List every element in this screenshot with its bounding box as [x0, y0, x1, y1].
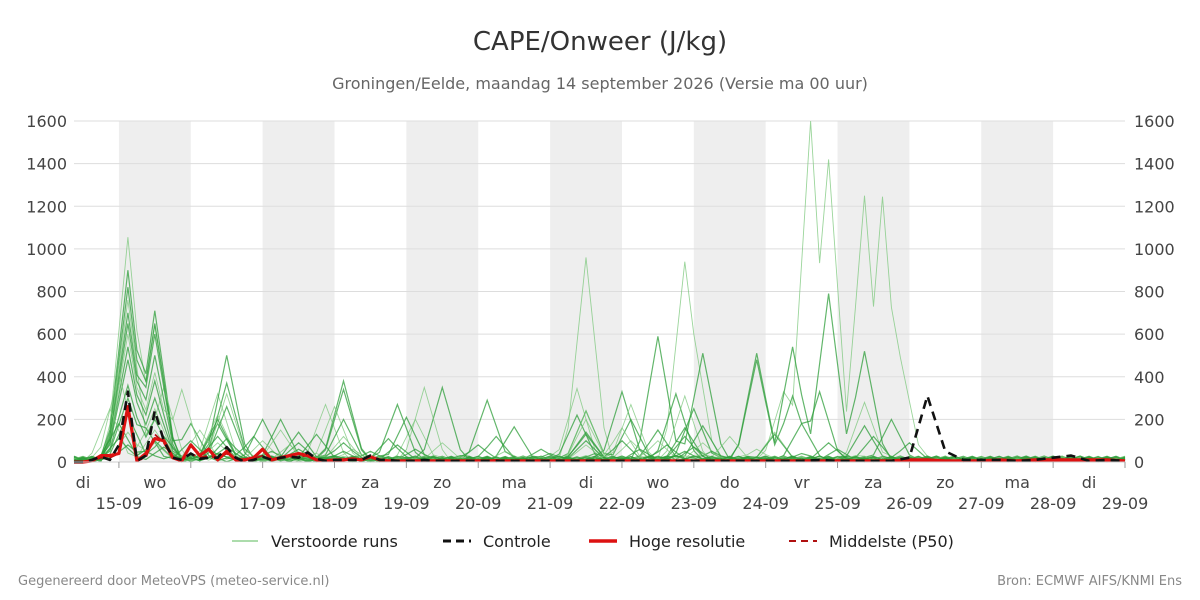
x-day-label: za — [864, 473, 882, 492]
y-tick-label-left: 800 — [36, 283, 67, 302]
footer-generated-by: Gegenereerd door MeteoVPS (meteo-service… — [18, 574, 329, 589]
x-day-label: wo — [646, 473, 669, 492]
legend-label-verstoorde-runs: Verstoorde runs — [271, 532, 398, 551]
y-tick-label-right: 1200 — [1134, 197, 1175, 216]
y-tick-label-left: 200 — [36, 410, 67, 429]
x-day-label: do — [217, 473, 237, 492]
y-tick-label-right: 1000 — [1134, 240, 1175, 259]
x-date-label: 28-09 — [1030, 494, 1077, 513]
y-tick-label-right: 1400 — [1134, 155, 1175, 174]
y-tick-label-left: 0 — [57, 453, 67, 472]
x-day-label: ma — [501, 473, 526, 492]
x-day-label: zo — [936, 473, 954, 492]
x-axis: di15-09wo16-09do17-09vr18-09za19-09zo20-… — [74, 461, 1149, 513]
x-day-label: di — [1082, 473, 1097, 492]
x-day-label: ma — [1005, 473, 1030, 492]
y-tick-label-right: 400 — [1134, 368, 1165, 387]
chart-title: CAPE/Onweer (J/kg) — [473, 27, 727, 57]
y-axis-left: 0 200 400 600 800 1000 1200 1400 1600 — [26, 112, 67, 472]
controle-line — [74, 390, 1126, 464]
x-day-label: di — [76, 473, 91, 492]
x-date-label: 20-09 — [455, 494, 502, 513]
legend: Verstoorde runs Controle Hoge resolutie … — [232, 532, 954, 551]
y-tick-label-left: 1400 — [26, 155, 67, 174]
x-date-label: 24-09 — [742, 494, 789, 513]
y-tick-label-left: 1000 — [26, 240, 67, 259]
y-tick-label-right: 800 — [1134, 283, 1165, 302]
y-tick-label-left: 600 — [36, 325, 67, 344]
x-date-label: 22-09 — [599, 494, 646, 513]
legend-label-hoge-resolutie: Hoge resolutie — [629, 532, 745, 551]
chart-subtitle: Groningen/Eelde, maandag 14 september 20… — [332, 74, 868, 93]
x-date-label: 15-09 — [96, 494, 143, 513]
x-date-label: 26-09 — [886, 494, 933, 513]
y-tick-label-right: 600 — [1134, 325, 1165, 344]
x-date-label: 19-09 — [383, 494, 430, 513]
x-date-label: 25-09 — [814, 494, 861, 513]
x-day-label: vr — [291, 473, 307, 492]
y-tick-label-right: 1600 — [1134, 112, 1175, 131]
y-tick-label-left: 1600 — [26, 112, 67, 131]
y-tick-label-left: 400 — [36, 368, 67, 387]
x-date-label: 21-09 — [527, 494, 574, 513]
main-series — [74, 390, 1126, 464]
x-day-label: vr — [794, 473, 810, 492]
legend-label-middelste-p50: Middelste (P50) — [829, 532, 954, 551]
x-date-label: 17-09 — [239, 494, 286, 513]
y-tick-label-right: 200 — [1134, 410, 1165, 429]
x-date-label: 23-09 — [671, 494, 718, 513]
x-day-label: do — [720, 473, 740, 492]
x-day-label: za — [361, 473, 379, 492]
x-date-label: 29-09 — [1102, 494, 1149, 513]
y-tick-label-right: 0 — [1134, 453, 1144, 472]
x-date-label: 27-09 — [958, 494, 1005, 513]
x-date-label: 16-09 — [168, 494, 215, 513]
x-day-label: zo — [433, 473, 451, 492]
x-day-label: wo — [143, 473, 166, 492]
legend-label-controle: Controle — [483, 532, 551, 551]
x-date-label: 18-09 — [311, 494, 358, 513]
footer-source: Bron: ECMWF AIFS/KNMI Ens — [997, 574, 1182, 589]
y-tick-label-left: 1200 — [26, 197, 67, 216]
x-day-label: di — [579, 473, 594, 492]
y-axis-right: 0 200 400 600 800 1000 1200 1400 1600 — [1134, 112, 1175, 472]
